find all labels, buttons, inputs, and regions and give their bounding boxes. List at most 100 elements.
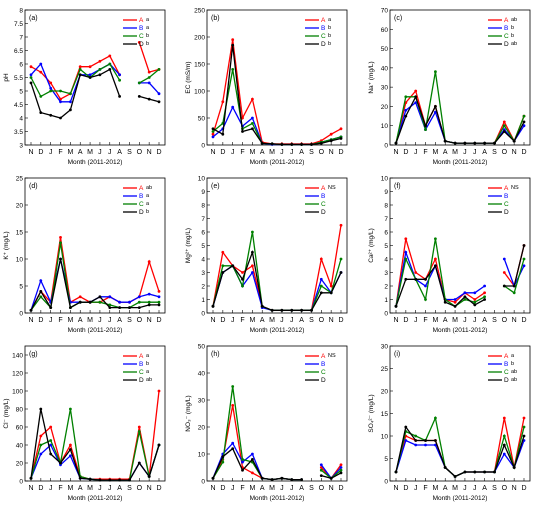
data-point-D <box>118 478 121 482</box>
legend-label-A: A <box>139 185 144 192</box>
y-axis-label: Cl⁻ (mg/L) <box>3 398 10 428</box>
data-point-D <box>251 250 254 254</box>
y-tick-label: 1 <box>384 297 388 304</box>
legend-label-C: C <box>139 369 144 376</box>
x-tick-label: A <box>78 485 83 492</box>
plot-frame <box>206 345 348 482</box>
y-tick-label: 15 <box>381 411 389 418</box>
data-point-D <box>463 295 467 299</box>
y-axis-label: NO₃⁻ (mg/L) <box>185 395 192 431</box>
data-point-D <box>483 298 486 301</box>
data-point-C <box>221 460 225 464</box>
x-tick-label: A <box>299 485 304 492</box>
data-point-A <box>473 298 477 301</box>
x-tick-label: F <box>423 485 427 492</box>
data-point-A <box>453 300 457 304</box>
data-point-D <box>483 470 486 474</box>
data-point-A <box>319 257 323 261</box>
x-tick-label: J <box>231 317 235 324</box>
x-tick-label: M <box>87 317 93 324</box>
series-line-D <box>395 425 525 478</box>
x-tick-label: M <box>269 317 275 324</box>
x-axis-label: Month (2011-2012) <box>68 159 123 166</box>
x-tick-label: A <box>260 485 265 492</box>
x-tick-label: M <box>269 485 275 492</box>
y-tick-label: 20 <box>16 203 24 210</box>
y-tick-label: 3 <box>384 270 388 277</box>
y-tick-label: 0 <box>201 479 205 486</box>
data-point-C <box>241 284 244 288</box>
data-point-C <box>339 468 343 472</box>
data-point-D <box>522 120 526 124</box>
series-line-B <box>212 105 342 146</box>
data-point-D <box>241 277 244 281</box>
legend-label-C: C <box>321 33 326 40</box>
legend-label-D: D <box>321 377 326 384</box>
y-tick-label: 9 <box>384 189 388 196</box>
y-tick-label: 0 <box>19 311 23 318</box>
legend-significance-letter: b <box>511 25 514 31</box>
data-point-A <box>502 416 506 420</box>
x-tick-label: O <box>502 317 508 324</box>
x-tick-label: J <box>280 485 284 492</box>
y-tick-label: 8 <box>384 203 388 210</box>
x-tick-label: J <box>98 149 102 156</box>
y-tick-label: 60 <box>381 27 389 34</box>
x-tick-label: F <box>423 149 427 156</box>
y-tick-label: 10 <box>198 176 206 183</box>
x-tick-label: N <box>329 485 334 492</box>
legend-label-C: C <box>504 369 509 376</box>
x-tick-label: A <box>78 317 83 324</box>
data-point-B <box>453 298 457 301</box>
panel-label: (h) <box>211 351 220 358</box>
x-tick-label: S <box>492 149 497 156</box>
data-point-D <box>339 271 343 274</box>
x-tick-label: M <box>452 317 458 324</box>
x-tick-label: M <box>269 149 275 156</box>
data-point-C <box>147 300 151 304</box>
data-point-D <box>443 139 447 143</box>
data-point-D <box>502 284 506 288</box>
plot-frame <box>24 177 166 314</box>
data-point-B <box>319 277 323 281</box>
y-tick-label: 3.5 <box>14 129 23 136</box>
plot-frame <box>206 9 348 146</box>
x-tick-label: F <box>240 317 244 324</box>
data-point-B <box>404 250 408 254</box>
data-point-C <box>434 237 437 241</box>
x-tick-label: O <box>319 149 325 156</box>
legend-significance-letter: b <box>146 41 149 47</box>
data-point-D <box>157 443 161 447</box>
legend-label-C: C <box>139 201 144 208</box>
data-point-C <box>49 439 53 442</box>
legend-significance-letter: b <box>328 33 331 39</box>
series-line-D <box>30 258 159 311</box>
data-point-D <box>310 308 313 312</box>
data-point-A <box>69 443 72 447</box>
x-tick-label: D <box>338 485 343 492</box>
x-tick-label: F <box>58 149 62 156</box>
plot-frame <box>389 177 531 314</box>
x-tick-label: D <box>156 149 161 156</box>
data-point-A <box>329 132 333 136</box>
series-line-D <box>395 95 525 144</box>
data-point-B <box>251 116 254 120</box>
x-tick-label: O <box>502 149 508 156</box>
data-point-C <box>434 416 437 420</box>
legend-label-A: A <box>321 185 326 192</box>
data-point-C <box>211 130 215 133</box>
data-point-C <box>522 257 526 261</box>
y-tick-label: 50 <box>198 116 206 123</box>
data-point-D <box>98 73 102 77</box>
data-point-A <box>39 434 43 438</box>
data-point-A <box>221 100 225 104</box>
x-axis-label: Month (2011-2012) <box>68 495 123 502</box>
data-point-D <box>78 73 82 77</box>
data-point-D <box>241 130 244 133</box>
data-point-D <box>128 306 131 309</box>
data-point-B <box>404 108 408 112</box>
